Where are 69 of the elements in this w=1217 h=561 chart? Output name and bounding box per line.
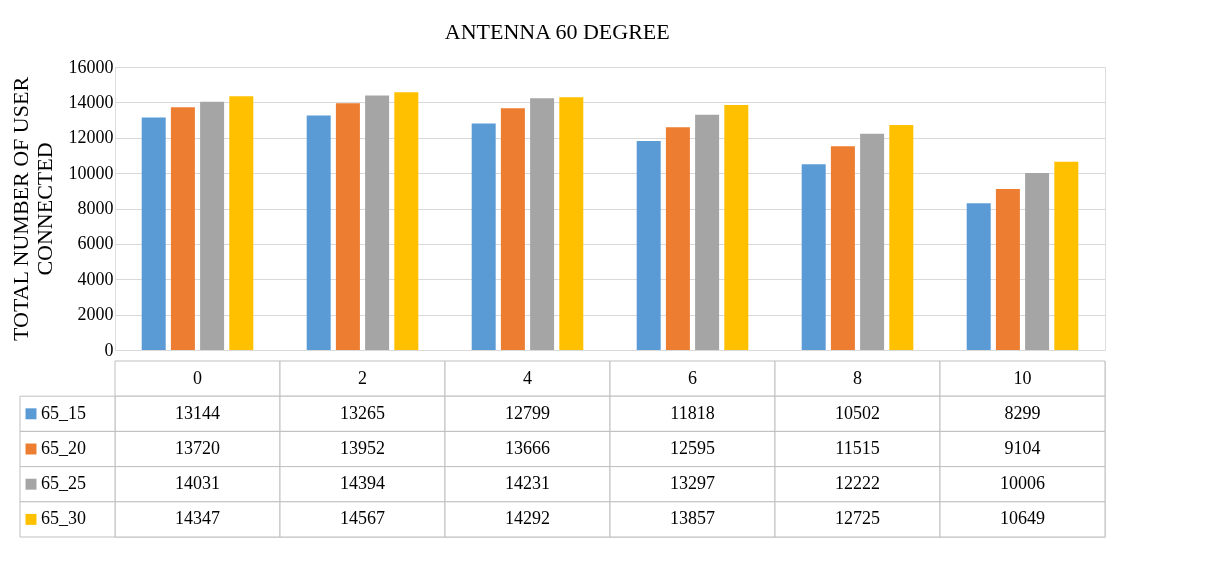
bar (229, 96, 254, 350)
data-label: 12595 (670, 438, 715, 458)
x-tick-label: 8 (853, 367, 862, 388)
bar (724, 104, 749, 350)
bar (170, 107, 195, 350)
chart-title: ANTENNA 60 DEGREE (444, 18, 670, 44)
data-label: 11515 (835, 438, 880, 458)
legend-label: 65_25 (41, 473, 86, 494)
bar (1025, 173, 1050, 350)
y-tick-label: 0 (104, 339, 114, 360)
y-tick-label: 16000 (68, 56, 114, 77)
data-label: 13144 (175, 402, 220, 423)
bar (695, 114, 720, 350)
y-tick-label: 2000 (77, 304, 114, 325)
bar (471, 123, 496, 350)
bar (559, 97, 584, 350)
y-tick-label: 10000 (68, 162, 114, 183)
data-label: 10502 (835, 402, 880, 423)
bar (801, 164, 826, 350)
y-axis-title: TOTAL NUMBER OF USER CONNECTED (7, 76, 57, 342)
bar (394, 92, 419, 350)
bar (860, 133, 885, 350)
data-label: 12799 (505, 402, 550, 423)
bar (966, 203, 991, 350)
x-tick-label: 0 (193, 367, 202, 388)
data-label: 13952 (340, 438, 385, 458)
data-label: 13857 (670, 508, 715, 529)
bar (995, 188, 1020, 350)
legend-label: 65_30 (41, 508, 86, 529)
data-label: 12725 (835, 508, 880, 529)
bar (200, 101, 225, 350)
y-tick-label: 12000 (68, 127, 114, 148)
x-tick-label: 2 (358, 367, 367, 388)
data-label: 12222 (835, 473, 880, 494)
bar (500, 108, 525, 350)
data-label: 14031 (175, 473, 220, 494)
data-label: 14292 (505, 508, 550, 529)
bar (830, 146, 855, 350)
data-label: 10649 (1000, 508, 1045, 529)
data-label: 14567 (340, 508, 385, 529)
bar (1054, 161, 1079, 350)
bar (306, 115, 331, 350)
data-label: 13265 (340, 402, 385, 423)
legend-label: 65_15 (41, 402, 86, 423)
y-tick-label: 6000 (77, 233, 114, 254)
x-tick-label: 4 (523, 367, 532, 388)
bar (530, 98, 555, 350)
bar (365, 95, 390, 350)
data-label: 9104 (1004, 438, 1041, 458)
bar (636, 140, 661, 350)
y-tick-label: 8000 (77, 198, 114, 218)
bar (889, 124, 914, 350)
data-label: 10006 (1000, 473, 1045, 494)
data-label: 14394 (340, 473, 385, 494)
bar (141, 117, 166, 350)
legend-label: 65_20 (41, 438, 86, 458)
x-tick-label: 6 (688, 367, 697, 388)
data-label: 8299 (1004, 402, 1041, 423)
data-label: 13666 (505, 438, 550, 458)
data-label: 13720 (175, 438, 220, 458)
bar (335, 103, 360, 350)
bar (665, 127, 690, 350)
data-label: 11818 (670, 402, 715, 423)
y-tick-label: 4000 (77, 268, 114, 289)
x-tick-label: 10 (1013, 367, 1032, 388)
y-tick-label: 14000 (68, 91, 114, 112)
data-label: 13297 (670, 473, 715, 494)
data-label: 14231 (505, 473, 550, 494)
data-label: 14347 (175, 508, 220, 529)
